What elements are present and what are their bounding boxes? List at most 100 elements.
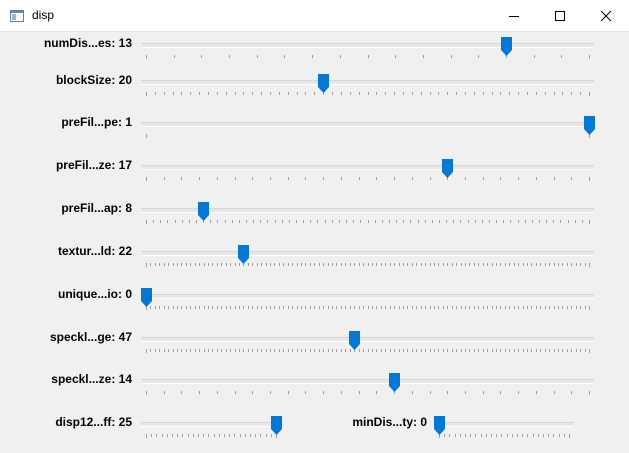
slider-textureThreshold[interactable] [141, 240, 594, 272]
tick-mark [589, 134, 590, 138]
slider-track[interactable] [141, 337, 594, 342]
tick-mark [411, 391, 413, 394]
tick-mark [270, 434, 272, 437]
tick-mark [580, 306, 582, 309]
tick-mark [336, 349, 338, 352]
slider-track[interactable] [141, 422, 281, 427]
slider-track[interactable] [141, 251, 594, 256]
tick-mark [224, 220, 226, 223]
tick-mark [411, 349, 413, 352]
slider-track[interactable] [141, 165, 594, 170]
tick-mark [513, 263, 515, 266]
tick-mark [168, 263, 170, 266]
tick-mark [287, 177, 289, 180]
tick-mark [500, 391, 502, 394]
tick-mark [256, 349, 258, 352]
tick-mark [532, 434, 534, 437]
slider-preFilterSize[interactable] [141, 154, 594, 186]
tick-mark [203, 220, 205, 223]
slider-numDisparities[interactable] [141, 32, 594, 64]
tick-mark [522, 263, 524, 266]
tick-mark [411, 92, 413, 95]
tick-mark [544, 349, 546, 352]
tick-mark [292, 349, 294, 352]
slider-speckleWindowSize[interactable] [141, 368, 594, 400]
slider-thumb[interactable] [584, 116, 595, 135]
tick-mark [531, 263, 533, 266]
maximize-button[interactable] [537, 0, 583, 31]
tick-mark [456, 92, 458, 95]
tick-mark [358, 391, 360, 394]
slider-thumb[interactable] [500, 37, 512, 56]
tick-mark [496, 220, 498, 223]
slider-ticks [434, 434, 574, 438]
tick-mark [288, 220, 290, 223]
slider-uniquenessRatio[interactable] [141, 283, 594, 315]
slider-track[interactable] [141, 80, 594, 85]
tick-mark [535, 263, 537, 266]
tick-mark [146, 55, 147, 59]
slider-label-uniquenessRatio: unique...io: 0 [58, 287, 132, 301]
tick-mark [154, 92, 156, 95]
tick-mark [438, 92, 440, 95]
slider-thumb[interactable] [271, 416, 282, 435]
slider-thumb[interactable] [238, 245, 250, 264]
tick-mark [410, 220, 412, 223]
slider-thumb[interactable] [434, 416, 445, 435]
slider-preFilterType[interactable] [141, 111, 595, 143]
tick-mark [181, 263, 183, 266]
tick-mark [265, 434, 267, 437]
tick-mark [575, 263, 577, 266]
slider-disp12MaxDiff[interactable] [141, 411, 282, 443]
slider-thumb[interactable] [141, 288, 152, 307]
tick-mark [510, 220, 512, 223]
tick-mark [562, 306, 564, 309]
tick-mark [208, 92, 210, 95]
slider-track[interactable] [141, 122, 594, 127]
slider-thumb[interactable] [318, 74, 330, 93]
close-button[interactable] [583, 0, 629, 31]
tick-mark [473, 349, 475, 352]
tick-mark [156, 434, 158, 437]
tick-mark [323, 306, 325, 309]
tick-mark [173, 55, 175, 58]
slider-speckleRange[interactable] [141, 326, 594, 358]
tick-mark [250, 434, 251, 437]
minimize-button[interactable] [491, 0, 537, 31]
slider-thumb[interactable] [349, 331, 361, 350]
slider-blockSize[interactable] [141, 69, 594, 101]
slider-thumb[interactable] [389, 373, 401, 392]
tick-mark [580, 92, 582, 95]
tick-mark [575, 306, 577, 309]
tick-mark [425, 263, 427, 266]
tick-mark [305, 177, 307, 180]
slider-preFilterCap[interactable] [141, 197, 594, 229]
tick-mark [571, 349, 573, 352]
slider-thumb[interactable] [198, 202, 210, 221]
title-bar[interactable]: disp [0, 0, 629, 32]
tick-mark [543, 434, 544, 437]
slider-track[interactable] [141, 294, 594, 299]
tick-mark [172, 263, 174, 266]
tick-mark [239, 349, 241, 352]
tick-mark [553, 391, 555, 394]
tick-mark [376, 306, 378, 309]
slider-thumb[interactable] [442, 159, 454, 178]
slider-label-blockSize: blockSize: 20 [55, 73, 132, 87]
tick-mark [518, 349, 520, 352]
slider-track[interactable] [141, 43, 594, 48]
slider-track[interactable] [141, 379, 594, 384]
tick-mark [234, 434, 236, 437]
tick-mark [252, 263, 254, 266]
tick-mark [323, 391, 325, 394]
tick-mark [218, 434, 220, 437]
tick-mark [336, 263, 338, 266]
tick-mark [380, 263, 382, 266]
tick-mark [363, 349, 365, 352]
tick-mark [460, 263, 462, 266]
tick-mark [398, 349, 400, 352]
slider-track[interactable] [141, 208, 594, 213]
tick-mark [460, 306, 462, 309]
slider-track[interactable] [434, 422, 574, 427]
slider-minDisparity[interactable] [434, 411, 574, 443]
